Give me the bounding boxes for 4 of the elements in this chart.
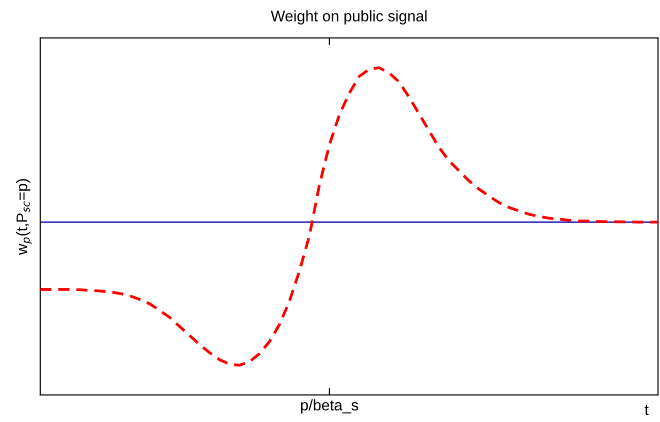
y-axis-title: w$_{p}$(t,P$_{sc}$=p) (16, 179, 32, 255)
text: p/beta_s (301, 399, 358, 414)
chart-title: Weight on public signal (270, 10, 427, 24)
x-axis-title: t (644, 405, 649, 416)
